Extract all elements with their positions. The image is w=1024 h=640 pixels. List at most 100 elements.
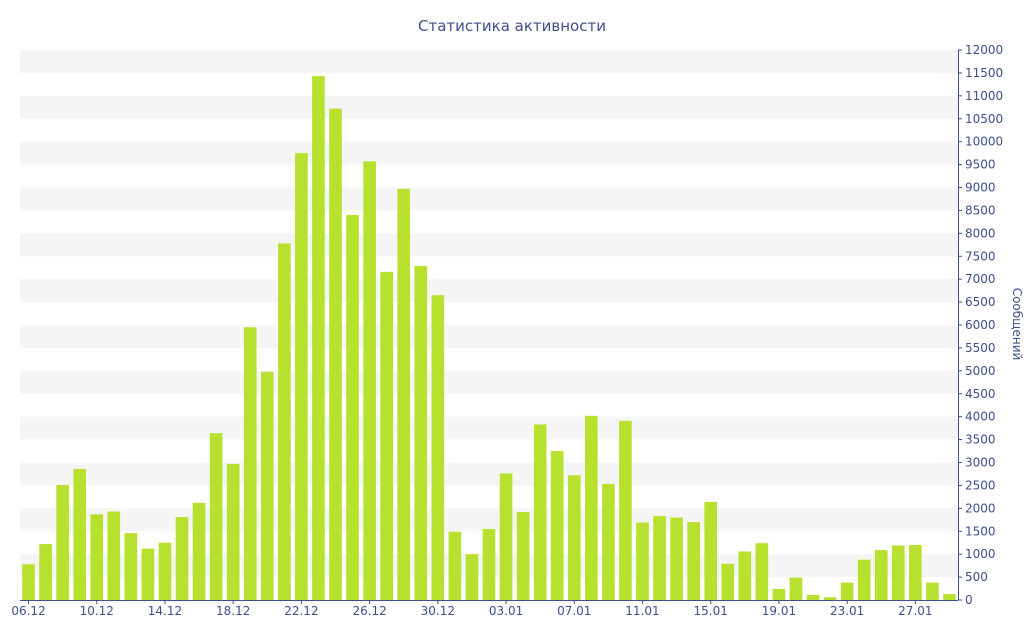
- bar-27.12: [380, 271, 393, 600]
- bar-22.01: [823, 597, 837, 600]
- y-tick-label: 2000: [965, 501, 996, 515]
- y-tick-label: 9000: [965, 181, 996, 195]
- bar-02.01: [482, 528, 496, 600]
- bar-08.12: [56, 484, 69, 600]
- bar-15.12: [175, 517, 189, 600]
- y-tick-label: 4500: [965, 387, 996, 401]
- x-tick-label: 11.01: [625, 604, 659, 618]
- y-tick-label: 500: [965, 570, 988, 584]
- x-tick-label: 15.01: [694, 604, 728, 618]
- bar-21.01: [806, 594, 820, 600]
- bar-11.01: [636, 522, 649, 600]
- bar-26.01: [891, 545, 905, 600]
- bar-06.01: [550, 451, 564, 600]
- bar-22.12: [295, 153, 308, 600]
- bar-13.12: [141, 548, 155, 600]
- bar-08.01: [585, 415, 598, 600]
- y-tick-label: 1500: [965, 524, 996, 538]
- grid-band: [20, 95, 958, 119]
- bar-07.01: [567, 475, 581, 600]
- x-tick-label: 27.01: [898, 604, 932, 618]
- bar-29.12: [414, 265, 428, 600]
- y-tick-label: 7000: [965, 272, 996, 286]
- x-tick-label: 07.01: [557, 604, 591, 618]
- y-tick-label: 8500: [965, 203, 996, 217]
- x-tick-label: 26.12: [352, 604, 386, 618]
- y-tick-label: 10500: [965, 112, 1003, 126]
- bar-14.12: [158, 542, 172, 600]
- bar-20.12: [260, 371, 274, 600]
- y-tick-label: 11500: [965, 66, 1003, 80]
- bar-28.12: [397, 188, 411, 600]
- bar-07.12: [39, 544, 52, 600]
- x-tick-label: 14.12: [148, 604, 182, 618]
- grid-bands: [20, 50, 958, 578]
- bar-25.12: [346, 215, 359, 600]
- y-tick-label: 11000: [965, 89, 1003, 103]
- y-tick-label: 4000: [965, 410, 996, 424]
- bar-31.12: [448, 531, 462, 600]
- x-tick-label: 03.01: [489, 604, 523, 618]
- y-tick-label: 12000: [965, 43, 1003, 57]
- bar-28.01: [926, 582, 939, 600]
- grid-band: [20, 325, 958, 348]
- bar-19.12: [243, 327, 257, 600]
- bar-18.12: [226, 463, 240, 600]
- bar-26.12: [363, 161, 376, 600]
- bar-10.12: [90, 514, 104, 600]
- bar-01.01: [465, 554, 479, 600]
- bar-12.12: [124, 533, 138, 600]
- bar-23.12: [312, 76, 325, 600]
- bar-19.01: [772, 589, 786, 600]
- bar-15.01: [704, 501, 718, 600]
- bar-03.01: [499, 473, 513, 600]
- bar-29.01: [943, 594, 956, 600]
- bar-18.01: [755, 543, 769, 600]
- grid-band: [20, 279, 958, 303]
- bar-21.12: [278, 243, 291, 600]
- y-tick-label: 6500: [965, 295, 996, 309]
- x-tick-label: 18.12: [216, 604, 250, 618]
- grid-band: [20, 462, 958, 486]
- bar-20.01: [789, 577, 803, 600]
- bars: [22, 76, 956, 601]
- x-tick-label: 10.12: [80, 604, 114, 618]
- x-tick-label: 06.12: [11, 604, 45, 618]
- grid-band: [20, 141, 958, 165]
- y-tick-label: 7500: [965, 249, 996, 263]
- bar-11.12: [107, 511, 121, 600]
- bar-09.12: [73, 468, 87, 600]
- bar-14.01: [687, 522, 700, 600]
- bar-24.12: [329, 108, 342, 601]
- grid-band: [20, 187, 958, 211]
- bar-16.12: [192, 502, 206, 600]
- bar-17.01: [738, 551, 752, 600]
- grid-band: [20, 416, 958, 440]
- bar-16.01: [721, 563, 735, 600]
- bar-09.01: [602, 484, 615, 600]
- bar-25.01: [874, 550, 888, 600]
- bar-04.01: [516, 512, 530, 600]
- bar-10.01: [619, 420, 632, 600]
- y-tick-label: 5500: [965, 341, 996, 355]
- x-tick-label: 22.12: [284, 604, 318, 618]
- grid-band: [20, 233, 958, 257]
- bar-17.12: [209, 433, 223, 600]
- bar-23.01: [840, 582, 854, 600]
- y-tick-label: 5000: [965, 364, 996, 378]
- y-tick-label: 2500: [965, 478, 996, 492]
- y-tick-label: 9500: [965, 158, 996, 172]
- chart-title: Статистика активности: [418, 17, 606, 35]
- y-tick-label: 8000: [965, 226, 996, 240]
- bar-05.01: [533, 424, 547, 600]
- x-axis-ticks: 06.12 10.12 14.12 18.12 22.12 26.12 30.12 03.01…: [11, 600, 933, 618]
- grid-band: [20, 370, 958, 394]
- grid-band: [20, 508, 958, 532]
- y-tick-label: 1000: [965, 547, 996, 561]
- bar-24.01: [857, 559, 871, 600]
- grid-band: [20, 50, 958, 73]
- y-tick-label: 3000: [965, 456, 996, 470]
- x-tick-label: 30.12: [421, 604, 455, 618]
- y-axis-label: Сообщений: [1010, 288, 1024, 361]
